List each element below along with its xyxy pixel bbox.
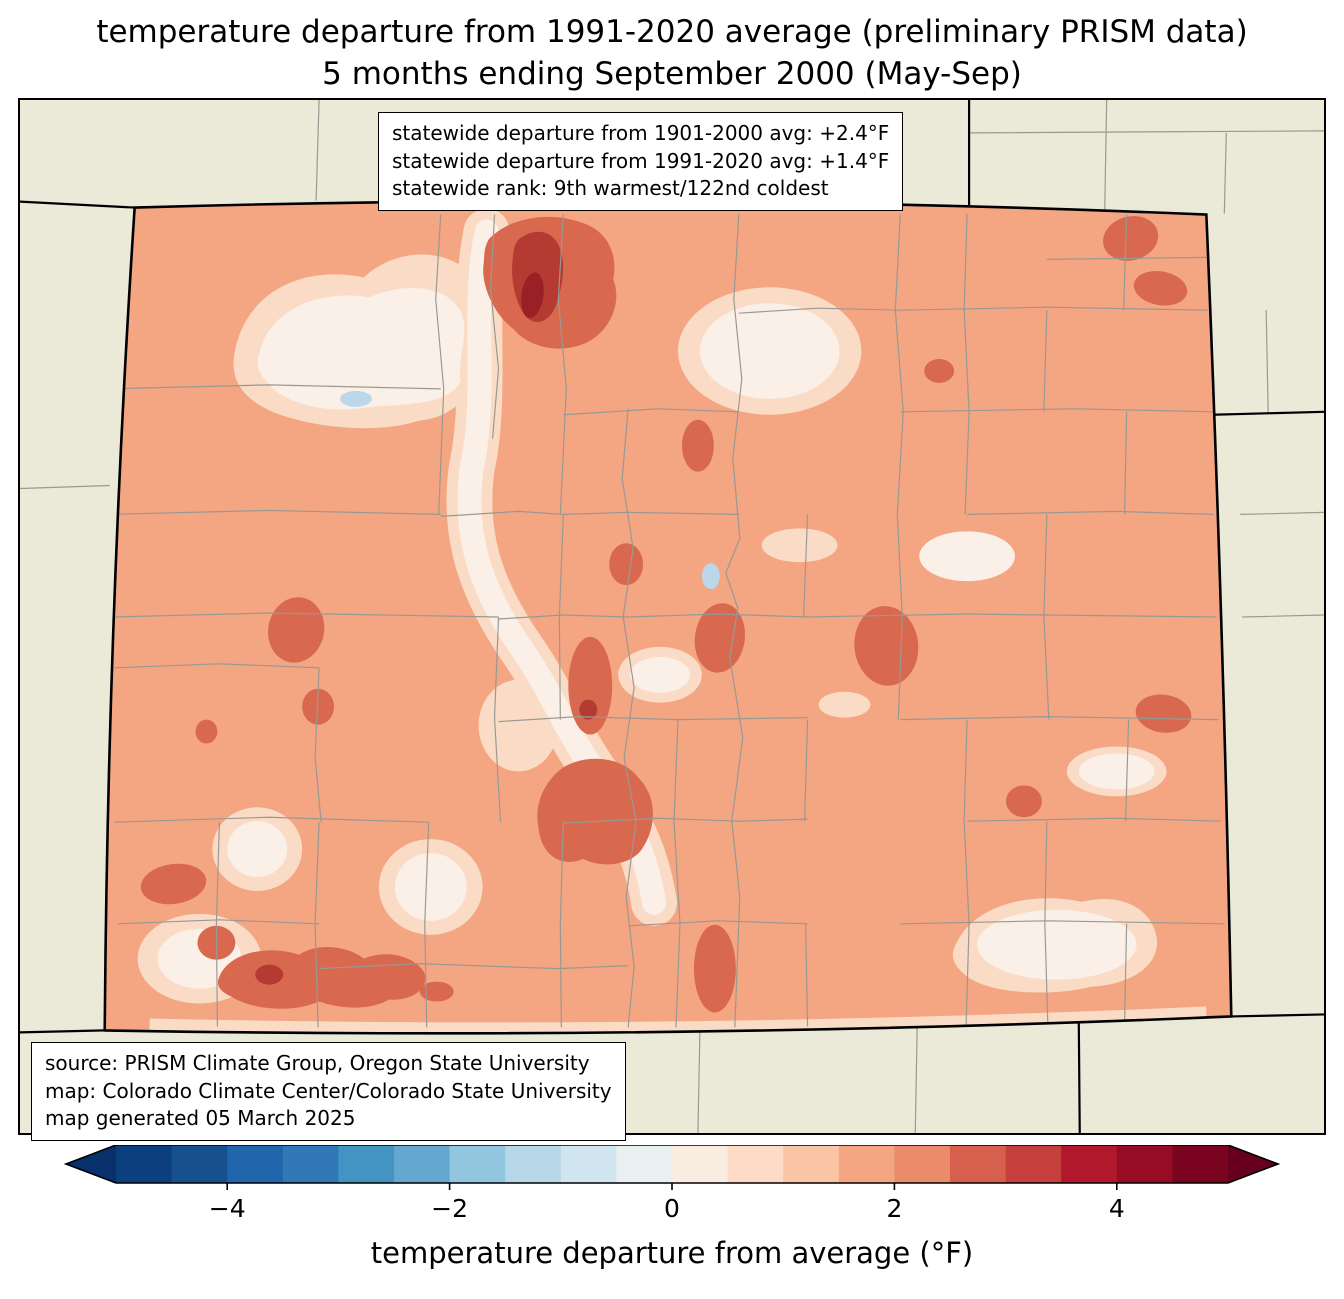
colorbar-segment <box>394 1145 451 1183</box>
source-box: source: PRISM Climate Group, Oregon Stat… <box>31 1042 626 1141</box>
stats-line-1: statewide departure from 1901-2000 avg: … <box>392 121 890 145</box>
colorbar-segment <box>449 1145 506 1183</box>
colorbar-segment <box>171 1145 228 1183</box>
warm-anomaly-blobs <box>140 216 1192 1013</box>
colorbar-tick-label: 0 <box>664 1194 680 1221</box>
colorbar-segment <box>560 1145 617 1183</box>
neighbor-state-borders <box>20 100 1324 1133</box>
colorbar-segment <box>505 1145 562 1183</box>
county-boundaries <box>107 213 1225 1028</box>
map-frame: statewide departure from 1901-2000 avg: … <box>18 98 1326 1141</box>
map-title: temperature departure from 1991-2020 ave… <box>0 12 1344 95</box>
colorbar-segment <box>338 1145 395 1183</box>
colorbar-outline <box>64 1145 1280 1184</box>
colorbar-tick-label: −4 <box>209 1194 246 1221</box>
colorbar-segment <box>282 1145 339 1183</box>
colorbar-segment <box>950 1145 1007 1183</box>
colorbar-svg: −4 −2 0 2 4 <box>64 1145 1280 1221</box>
water-bodies <box>340 390 720 590</box>
colorbar-segment <box>727 1145 784 1183</box>
colorbar-segment <box>672 1145 729 1183</box>
colorbar-tick-label: 2 <box>886 1194 902 1221</box>
colorbar-under-arrow <box>66 1145 116 1183</box>
colorbar-axis-label: temperature departure from average (°F) <box>370 1236 974 1270</box>
source-line-2: map: Colorado Climate Center/Colorado St… <box>45 1078 612 1103</box>
colorbar-segment <box>1005 1145 1062 1183</box>
colorbar-segment <box>894 1145 951 1183</box>
colorbar-segment <box>227 1145 284 1183</box>
colorbar-segment <box>1172 1145 1229 1183</box>
stats-line-2: statewide departure from 1991-2020 avg: … <box>392 148 890 173</box>
colorbar-segment <box>616 1145 673 1183</box>
colorbar-segment <box>838 1145 895 1183</box>
colorbar-tick-label: 4 <box>1109 1194 1125 1221</box>
colorado-map-svg <box>20 100 1324 1133</box>
colorbar: −4 −2 0 2 4 <box>64 1145 1280 1221</box>
title-line-1: temperature departure from 1991-2020 ave… <box>96 14 1248 50</box>
source-line-1: source: PRISM Climate Group, Oregon Stat… <box>45 1051 590 1075</box>
colorbar-over-arrow <box>1228 1145 1278 1183</box>
colorbar-segment <box>1061 1145 1118 1183</box>
colorbar-segment <box>116 1145 173 1183</box>
hottest-anomaly-core <box>521 272 544 318</box>
title-line-2: 5 months ending September 2000 (May-Sep) <box>322 55 1022 92</box>
colorbar-tick-label: −2 <box>431 1194 468 1221</box>
colorbar-segment <box>783 1145 840 1183</box>
colorbar-segment <box>1116 1145 1173 1183</box>
source-line-3: map generated 05 March 2025 <box>45 1106 356 1131</box>
stats-box: statewide departure from 1901-2000 avg: … <box>378 112 904 211</box>
stats-line-3: statewide rank: 9th warmest/122nd coldes… <box>392 176 829 201</box>
neighbor-county-lines <box>20 100 1324 1133</box>
